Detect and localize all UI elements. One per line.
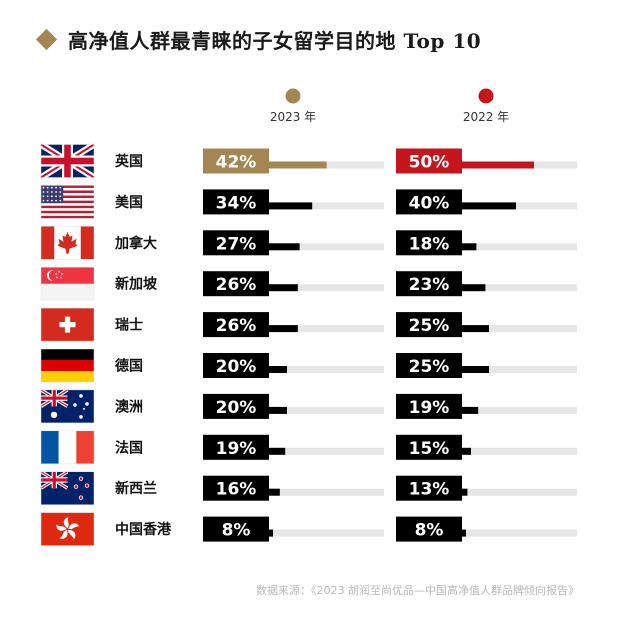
category-label: 瑞士 — [115, 317, 143, 334]
value-badge-0-2 — [203, 230, 269, 256]
category-label: 法国 — [115, 439, 143, 456]
value-badge-1-1 — [396, 189, 462, 215]
data-label-0-5: 20% — [216, 357, 257, 377]
value-badge-0-1 — [203, 189, 269, 215]
legend-marker-1 — [478, 88, 494, 104]
data-label-1-4: 25% — [409, 316, 450, 336]
chart-title: 高净值人群最青睐的子女留学目的地 Top 10 — [35, 22, 482, 56]
value-badge-0-7 — [203, 434, 269, 460]
bar-track — [396, 284, 577, 292]
data-label-1-1: 40% — [409, 193, 450, 213]
value-badge-1-5 — [396, 353, 462, 378]
value-badge-1-7 — [396, 434, 462, 460]
usa-flag-icon — [40, 185, 95, 219]
data-label-0-0: 42% — [216, 153, 257, 173]
data-label-0-2: 27% — [216, 234, 257, 254]
category-label: 新西兰 — [115, 480, 157, 497]
value-badge-0-9 — [203, 516, 269, 542]
new-zealand-flag-icon — [40, 470, 95, 505]
bar-track — [203, 529, 384, 537]
australia-flag-icon — [40, 388, 95, 424]
data-label-0-7: 19% — [216, 439, 257, 459]
data-label-1-2: 18% — [409, 234, 450, 254]
value-badge-0-0 — [203, 148, 269, 174]
data-label-1-0: 50% — [409, 153, 450, 173]
bar-track — [396, 529, 577, 537]
category-label: 新加坡 — [115, 276, 158, 293]
bar-track — [203, 488, 384, 496]
bar-track — [396, 243, 577, 251]
value-badge-1-2 — [396, 230, 462, 256]
data-label-0-6: 20% — [216, 398, 257, 418]
germany-flag-icon — [40, 348, 95, 383]
data-label-1-3: 23% — [409, 275, 450, 295]
value-badge-0-6 — [203, 393, 269, 419]
bar-track — [203, 366, 384, 373]
category-label: 澳洲 — [115, 398, 143, 415]
data-label-0-9: 8% — [222, 521, 251, 541]
value-badge-0-4 — [203, 312, 269, 338]
value-badge-1-4 — [396, 312, 462, 338]
bar-track — [203, 406, 384, 414]
hong-kong-flag-icon — [40, 512, 95, 546]
uk-flag-icon — [39, 141, 96, 181]
category-label: 加拿大 — [114, 235, 157, 252]
bar-1-0 — [396, 161, 534, 169]
bar-track — [396, 488, 577, 496]
category-label: 中国香港 — [115, 521, 172, 538]
data-label-0-1: 34% — [216, 193, 257, 213]
value-badge-1-0 — [396, 148, 462, 174]
bar-track — [203, 447, 384, 455]
legend-label-1: 2022 年 — [463, 110, 509, 124]
value-badge-1-3 — [396, 271, 462, 297]
data-label-1-5: 25% — [409, 357, 450, 377]
canada-flag-icon — [40, 226, 95, 260]
value-badge-0-8 — [203, 475, 269, 501]
bar-track — [396, 447, 577, 455]
singapore-flag-icon — [40, 266, 95, 301]
bar-track — [396, 406, 577, 414]
title-text: 高净值人群最青睐的子女留学目的地 Top 10 — [68, 28, 482, 53]
data-label-0-4: 26% — [216, 316, 257, 336]
category-label: 英国 — [114, 153, 143, 170]
data-label-1-6: 19% — [409, 398, 450, 418]
legend-marker-0 — [285, 88, 301, 104]
data-label-0-8: 16% — [216, 480, 257, 500]
category-label: 美国 — [115, 194, 143, 211]
france-flag-icon — [40, 430, 95, 465]
value-badge-1-8 — [396, 475, 462, 501]
data-label-1-8: 13% — [409, 480, 450, 500]
value-badge-0-5 — [203, 353, 269, 378]
value-badge-0-3 — [203, 271, 269, 297]
value-badge-1-9 — [396, 516, 462, 542]
data-label-0-3: 26% — [216, 275, 257, 295]
legend-label-0: 2023 年 — [270, 110, 316, 124]
data-label-1-9: 8% — [415, 521, 444, 541]
switzerland-flag-icon — [40, 307, 95, 342]
value-badge-1-6 — [396, 393, 462, 419]
source-note: 数据来源：《2023 胡润至尚优品—中国高净值人群品牌倾向报告》 — [256, 584, 579, 597]
category-label: 德国 — [115, 358, 143, 375]
data-label-1-7: 15% — [409, 439, 450, 459]
